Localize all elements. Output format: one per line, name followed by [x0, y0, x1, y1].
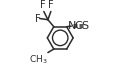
Text: S: S [81, 21, 88, 31]
Text: F: F [40, 0, 46, 10]
Text: F: F [35, 14, 40, 23]
Text: CH$_3$: CH$_3$ [29, 53, 47, 66]
Text: N: N [68, 21, 77, 31]
Text: F: F [48, 0, 54, 10]
Text: C: C [75, 21, 83, 31]
